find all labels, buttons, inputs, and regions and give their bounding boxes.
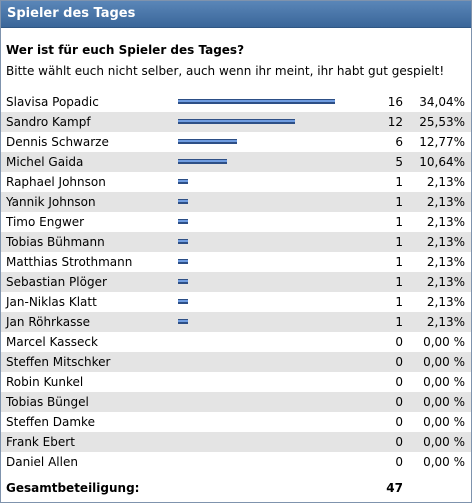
panel-title: Spieler des Tages [1,1,471,28]
result-row: Timo Engwer 1 2,13% [1,212,471,232]
result-row: Daniel Allen 0 0,00 % [1,452,471,472]
vote-percent: 0,00 % [423,415,465,429]
player-name: Sebastian Plöger [6,275,107,289]
result-row: Sandro Kampf 12 25,53% [1,112,471,132]
vote-percent: 2,13% [426,215,465,229]
result-row: Yannik Johnson 1 2,13% [1,192,471,212]
vote-count: 0 [395,335,403,349]
vote-bar [178,179,188,184]
vote-percent: 0,00 % [423,375,465,389]
result-row: Jan-Niklas Klatt 1 2,13% [1,292,471,312]
result-row: Tobias Büngel 0 0,00 % [1,392,471,412]
vote-bar [178,199,188,204]
vote-count: 0 [395,375,403,389]
vote-bar [178,159,227,164]
vote-count: 12 [387,115,403,129]
vote-count: 6 [395,135,403,149]
player-name: Tobias Büngel [6,395,89,409]
result-row: Michel Gaida 5 10,64% [1,152,471,172]
vote-count: 1 [395,235,403,249]
player-name: Matthias Strothmann [6,255,133,269]
player-name: Dennis Schwarze [6,135,109,149]
result-row: Frank Ebert 0 0,00 % [1,432,471,452]
vote-percent: 0,00 % [423,395,465,409]
vote-bar [178,99,335,104]
vote-percent: 34,04% [419,95,465,109]
result-row: Matthias Strothmann 1 2,13% [1,252,471,272]
vote-bar [178,239,188,244]
total-label: Gesamtbeteiligung: [6,481,140,495]
vote-bar [178,299,188,304]
vote-bar [178,119,295,124]
poll-body: Wer ist für euch Spieler des Tages? Bitt… [1,28,471,502]
vote-count: 1 [395,175,403,189]
vote-percent: 10,64% [419,155,465,169]
poll-question: Wer ist für euch Spieler des Tages? [6,43,245,57]
vote-count: 0 [395,435,403,449]
vote-count: 1 [395,215,403,229]
result-row: Slavisa Popadic 16 34,04% [1,92,471,112]
player-name: Daniel Allen [6,455,78,469]
vote-count: 1 [395,195,403,209]
vote-percent: 0,00 % [423,335,465,349]
player-name: Jan-Niklas Klatt [6,295,97,309]
vote-count: 5 [395,155,403,169]
result-row: Jan Röhrkasse 1 2,13% [1,312,471,332]
vote-count: 0 [395,415,403,429]
vote-count: 0 [395,455,403,469]
vote-percent: 0,00 % [423,355,465,369]
vote-count: 1 [395,295,403,309]
player-name: Frank Ebert [6,435,75,449]
player-name: Yannik Johnson [6,195,96,209]
total-value: 47 [386,481,403,495]
vote-percent: 2,13% [426,255,465,269]
vote-bar [178,139,237,144]
vote-bar [178,219,188,224]
total-row: Gesamtbeteiligung: 47 [1,477,471,499]
vote-percent: 2,13% [426,175,465,189]
player-name: Robin Kunkel [6,375,84,389]
result-row: Steffen Damke 0 0,00 % [1,412,471,432]
vote-percent: 2,13% [426,235,465,249]
player-name: Steffen Mitschker [6,355,111,369]
vote-count: 1 [395,275,403,289]
result-row: Raphael Johnson 1 2,13% [1,172,471,192]
vote-percent: 0,00 % [423,455,465,469]
results-list: Slavisa Popadic 16 34,04% Sandro Kampf 12 25,… [1,92,471,472]
vote-count: 0 [395,395,403,409]
vote-percent: 2,13% [426,315,465,329]
result-row: Marcel Kasseck 0 0,00 % [1,332,471,352]
player-name: Michel Gaida [6,155,84,169]
vote-percent: 2,13% [426,295,465,309]
player-name: Slavisa Popadic [6,95,99,109]
player-name: Raphael Johnson [6,175,106,189]
vote-bar [178,259,188,264]
player-name: Sandro Kampf [6,115,91,129]
vote-count: 1 [395,315,403,329]
vote-percent: 25,53% [419,115,465,129]
vote-count: 1 [395,255,403,269]
poll-hint: Bitte wählt euch nicht selber, auch wenn… [6,64,445,78]
vote-percent: 0,00 % [423,435,465,449]
vote-percent: 2,13% [426,275,465,289]
result-row: Sebastian Plöger 1 2,13% [1,272,471,292]
player-name: Marcel Kasseck [6,335,98,349]
vote-percent: 2,13% [426,195,465,209]
result-row: Steffen Mitschker 0 0,00 % [1,352,471,372]
player-name: Timo Engwer [6,215,85,229]
result-row: Robin Kunkel 0 0,00 % [1,372,471,392]
player-name: Tobias Bühmann [6,235,105,249]
vote-bar [178,279,188,284]
vote-count: 0 [395,355,403,369]
player-name: Steffen Damke [6,415,95,429]
vote-percent: 12,77% [419,135,465,149]
vote-count: 16 [387,95,403,109]
vote-bar [178,319,188,324]
player-name: Jan Röhrkasse [6,315,90,329]
result-row: Tobias Bühmann 1 2,13% [1,232,471,252]
result-row: Dennis Schwarze 6 12,77% [1,132,471,152]
